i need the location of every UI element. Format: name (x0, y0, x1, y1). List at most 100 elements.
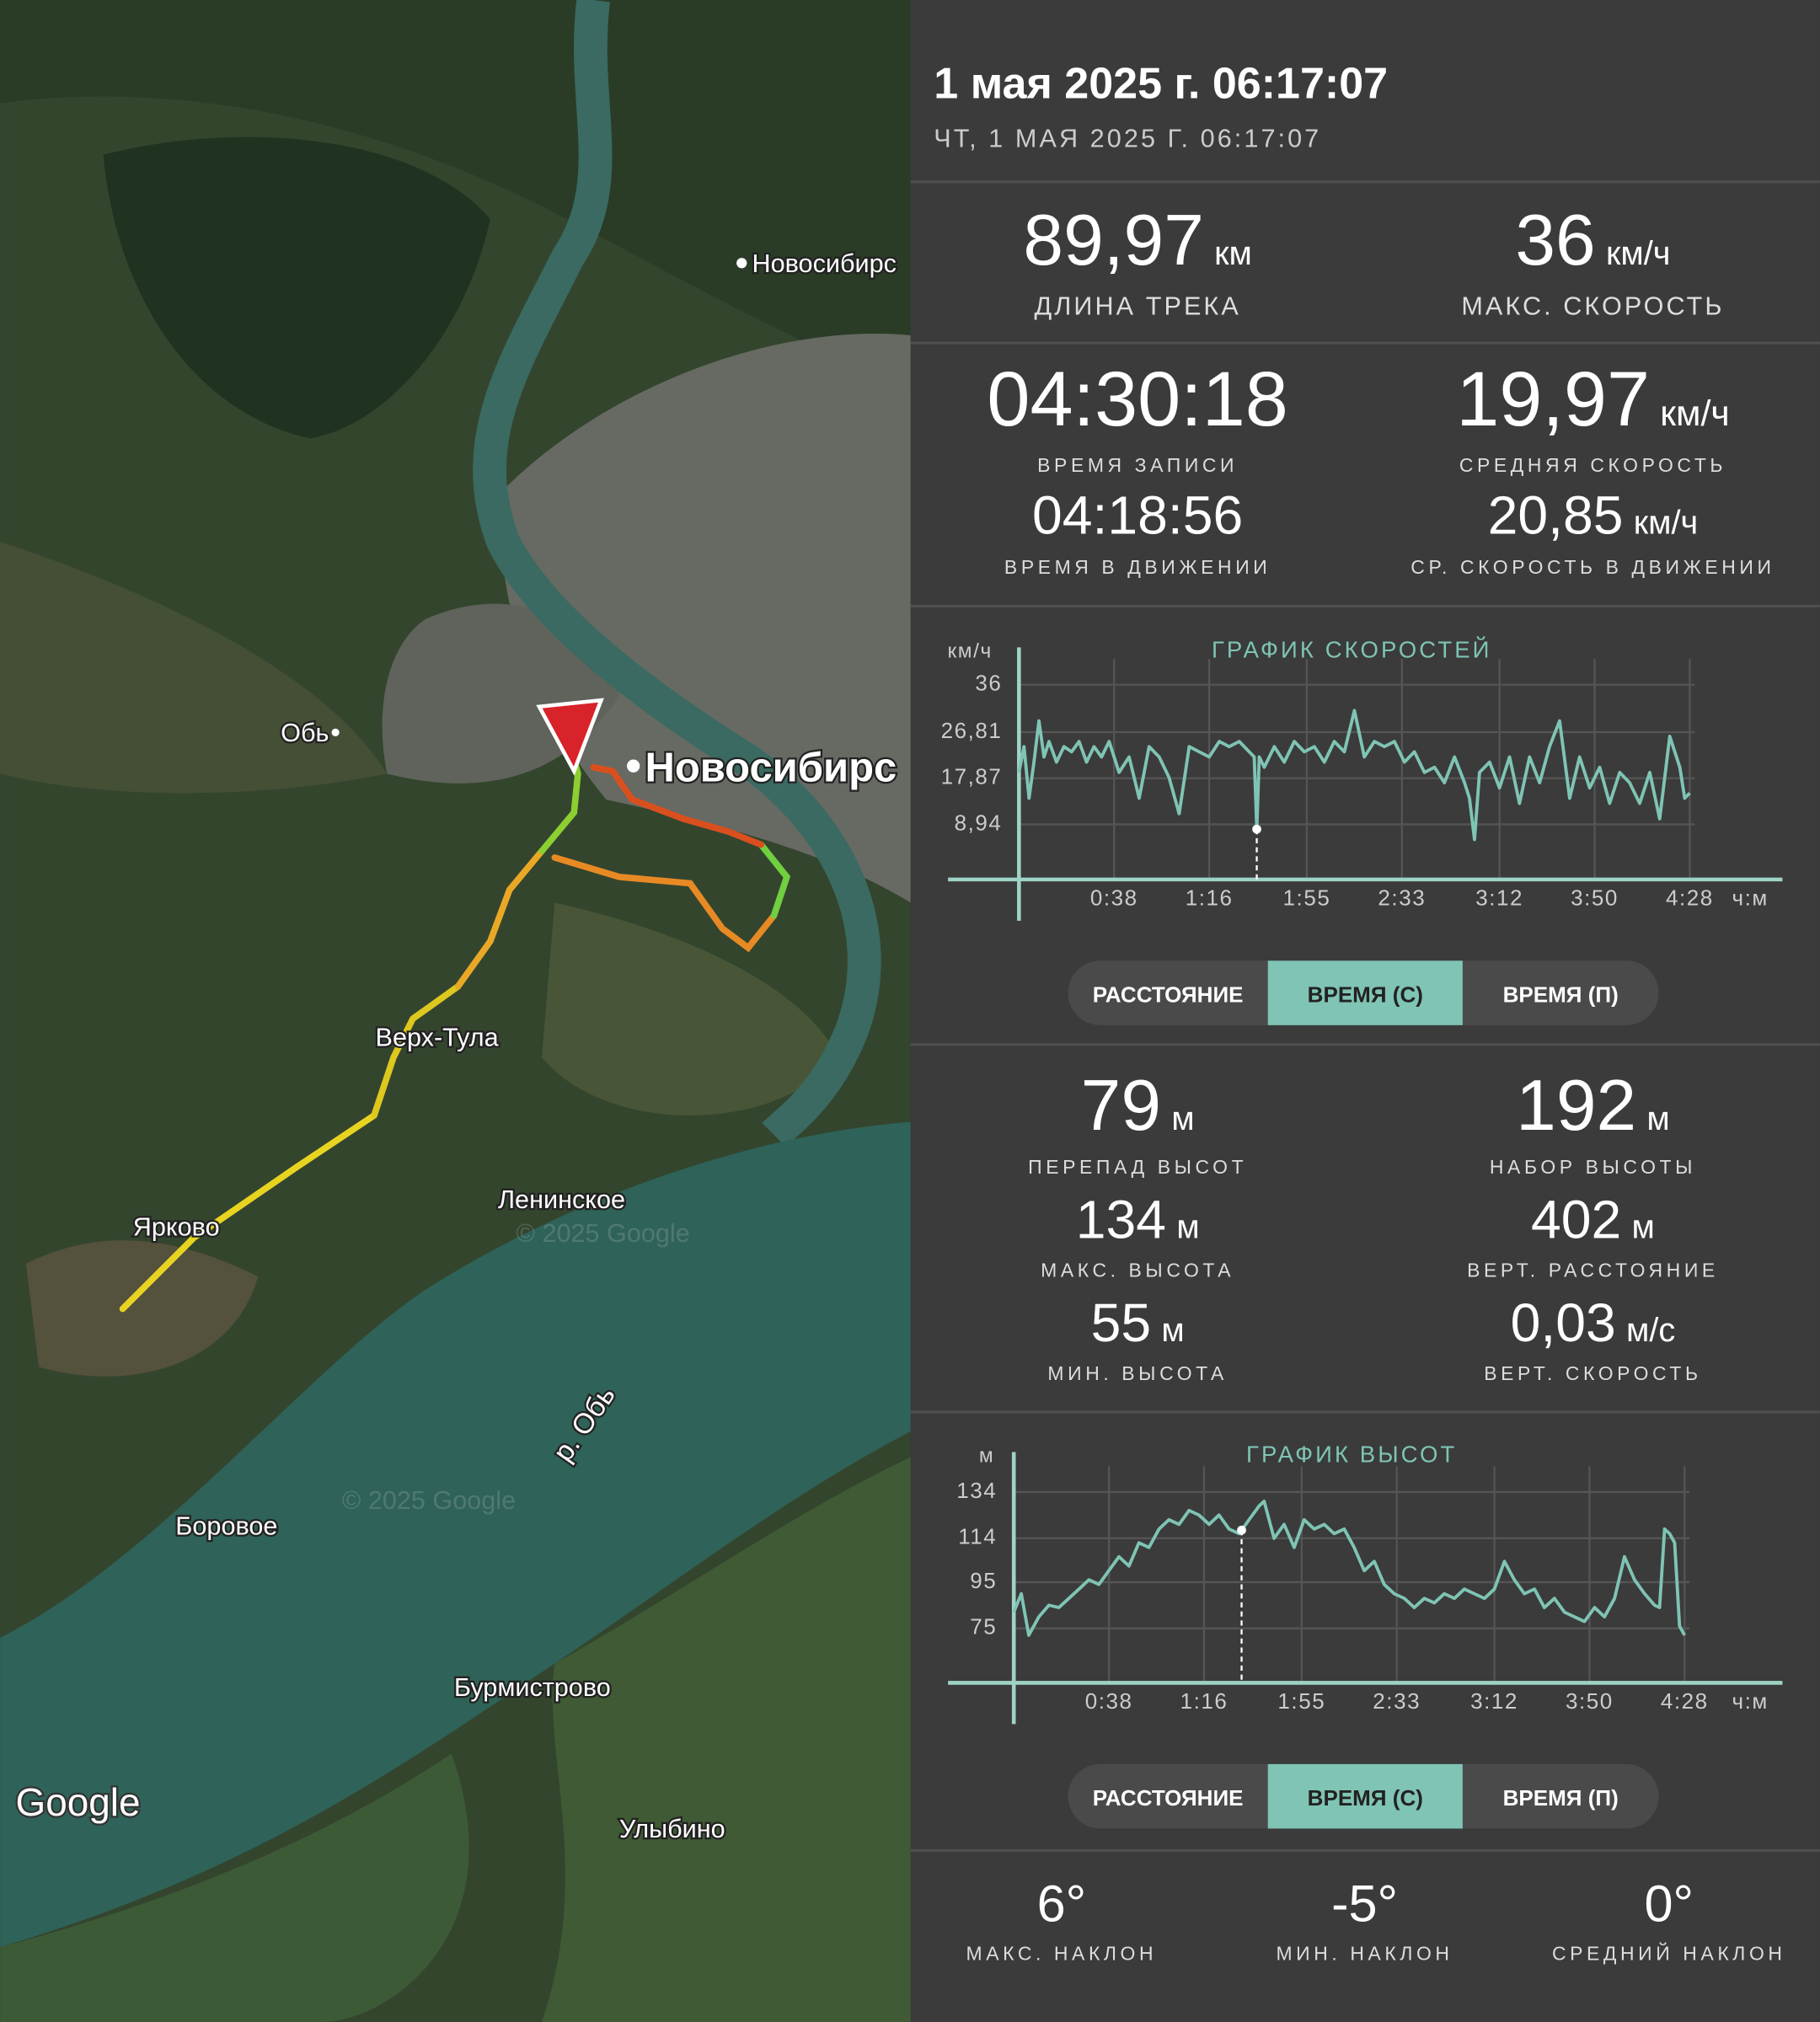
stat-value: 79 м (1081, 1065, 1195, 1146)
tab-label[interactable]: ВРЕМЯ (С) (1308, 1785, 1423, 1811)
value: 134 (1076, 1189, 1166, 1249)
stat-label: МАКС. НАКЛОН (966, 1943, 1158, 1965)
watermark: © 2025 Google (342, 1486, 516, 1515)
unit: км (1214, 235, 1252, 272)
x-tick-label: 1:55 (1283, 885, 1331, 910)
title: 1 мая 2025 г. 06:17:07 (934, 59, 1388, 108)
y-tick-label: 134 (956, 1478, 997, 1503)
stat-value: 134 м (1076, 1189, 1200, 1249)
stat-value: 0° (1644, 1875, 1694, 1933)
unit: м (1646, 1100, 1669, 1137)
stat-value: 89,97 км (1023, 200, 1251, 281)
chart-title: ГРАФИК СКОРОСТЕЙ (1212, 637, 1492, 663)
unit: км/ч (1660, 393, 1729, 434)
x-tick-label: 1:16 (1186, 885, 1234, 910)
stat-value: 6° (1037, 1875, 1087, 1933)
value: 192 (1516, 1065, 1636, 1146)
cursor-dot (1237, 1525, 1246, 1535)
x-tick-label: 2:33 (1378, 885, 1426, 910)
stat-value: 0,03 м/с (1511, 1292, 1676, 1353)
tab-button[interactable] (1267, 1763, 1463, 1829)
unit: км/ч (1606, 235, 1671, 272)
y-tick-label: 75 (970, 1614, 997, 1640)
unit: км/ч (1634, 505, 1699, 542)
x-unit: ч:м (1732, 885, 1769, 910)
x-unit: ч:м (1732, 1688, 1769, 1714)
stat-label: ВЕРТ. РАССТОЯНИЕ (1467, 1259, 1719, 1281)
y-tick-label: 8,94 (955, 810, 1003, 835)
tab-label[interactable]: ВРЕМЯ (П) (1503, 982, 1619, 1007)
stat-value: 19,97 км/ч (1456, 356, 1729, 442)
stat-label: МИН. ВЫСОТА (1047, 1362, 1227, 1384)
unit: м (1176, 1208, 1199, 1245)
unit: м (1161, 1312, 1184, 1349)
x-tick-label: 3:50 (1571, 885, 1619, 910)
line (1017, 709, 1691, 842)
value: 79 (1081, 1065, 1161, 1146)
tab-label[interactable]: ВРЕМЯ (П) (1503, 1785, 1619, 1811)
stat-label: ВРЕМЯ ЗАПИСИ (1037, 454, 1238, 476)
value: 402 (1531, 1189, 1621, 1249)
stat-label: ВРЕМЯ В ДВИЖЕНИИ (1004, 556, 1271, 578)
x-tick-label: 3:50 (1566, 1688, 1614, 1714)
stat-label: МИН. НАКЛОН (1276, 1943, 1453, 1965)
value: 04:18:56 (1032, 485, 1243, 546)
y-tick-label: 17,87 (941, 764, 1003, 789)
place-label: Бурмистрово (454, 1673, 611, 1702)
x-tick-label: 3:12 (1475, 885, 1523, 910)
value: 04:30:18 (987, 356, 1287, 442)
subtitle: ЧТ, 1 МАЯ 2025 Г. 06:17:07 (934, 124, 1321, 152)
cursor-dot (1252, 824, 1261, 834)
y-tick-label: 36 (975, 671, 1002, 696)
x-tick-label: 2:33 (1373, 1688, 1421, 1714)
tab-label[interactable]: РАССТОЯНИЕ (1093, 982, 1244, 1007)
place-label: Ярково (133, 1212, 220, 1241)
x-tick-label: 4:28 (1666, 885, 1714, 910)
value: 6° (1037, 1875, 1087, 1933)
y-unit: км/ч (948, 640, 993, 663)
position-marker (536, 698, 604, 776)
x-tick-label: 1:55 (1277, 1688, 1325, 1714)
tab-label[interactable]: ВРЕМЯ (С) (1308, 982, 1423, 1007)
stat-value: 04:18:56 (1032, 485, 1243, 546)
stat-value: -5° (1331, 1875, 1398, 1933)
stat-label: СР. СКОРОСТЬ В ДВИЖЕНИИ (1410, 556, 1774, 578)
tab-label[interactable]: РАССТОЯНИЕ (1093, 1785, 1244, 1811)
stat-value: 55 м (1091, 1292, 1185, 1353)
value: 55 (1091, 1292, 1151, 1353)
place-label: Новосибирс (645, 746, 897, 791)
watermark: © 2025 Google (516, 1219, 689, 1248)
stat-value: 402 м (1531, 1189, 1655, 1249)
place-label: Новосибирс (752, 249, 897, 278)
value: 20,85 (1488, 485, 1624, 546)
y-unit: м (979, 1445, 994, 1468)
value: 36 (1515, 200, 1595, 281)
unit: м/с (1626, 1312, 1675, 1349)
value: 89,97 (1023, 200, 1203, 281)
stat-label: ДЛИНА ТРЕКА (1035, 292, 1241, 320)
place-label: Обь (281, 719, 329, 747)
map[interactable]: Новосибирс Обь Новосибирс Верх-Тула Лени… (0, 0, 911, 2022)
stat-label: ВЕРТ. СКОРОСТЬ (1484, 1362, 1701, 1384)
stat-value: 04:30:18 (987, 356, 1287, 442)
place-label: Верх-Тула (376, 1023, 500, 1051)
unit: м (1171, 1100, 1194, 1137)
stat-value: 20,85 км/ч (1488, 485, 1699, 546)
chart-title: ГРАФИК ВЫСОТ (1246, 1442, 1457, 1468)
google-logo: Google (16, 1780, 141, 1824)
value: 0,03 (1511, 1292, 1616, 1353)
stat-label: СРЕДНЯЯ СКОРОСТЬ (1459, 454, 1726, 476)
place-label: Ленинское (498, 1185, 625, 1214)
stat-label: ПЕРЕПАД ВЫСОТ (1028, 1156, 1247, 1178)
value: -5° (1331, 1875, 1398, 1933)
stat-label: МАКС. СКОРОСТЬ (1461, 292, 1724, 320)
value: 0° (1644, 1875, 1694, 1933)
x-tick-label: 1:16 (1180, 1688, 1228, 1714)
line (1012, 1500, 1686, 1637)
x-tick-label: 0:38 (1085, 1688, 1133, 1714)
tab-button[interactable] (1267, 960, 1463, 1025)
y-tick-label: 114 (958, 1524, 997, 1549)
place-label: Улыбино (619, 1815, 725, 1843)
stat-value: 36 км/ч (1515, 200, 1670, 281)
